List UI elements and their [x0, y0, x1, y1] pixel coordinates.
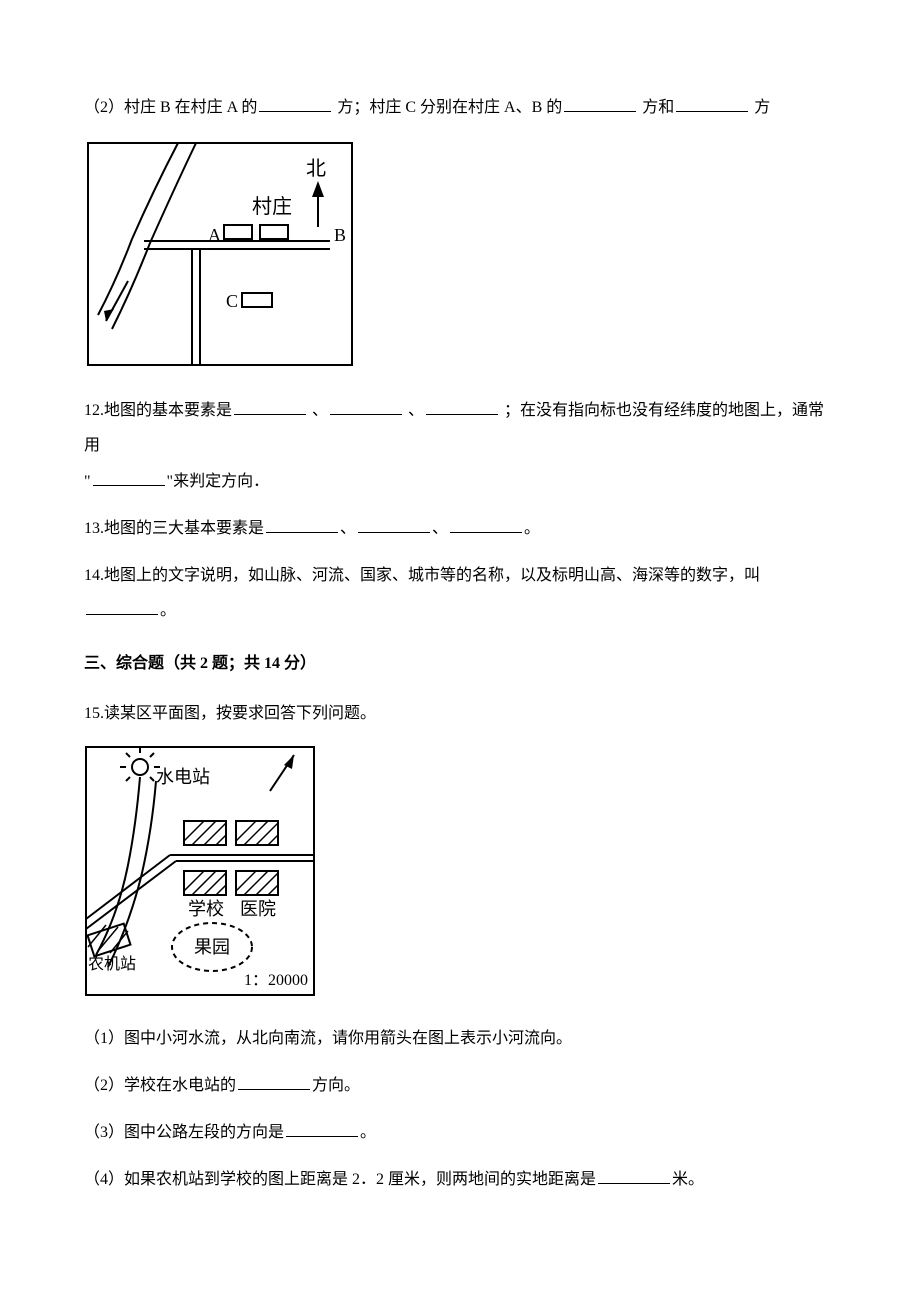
q14-line1: 14.地图上的文字说明，如山脉、河流、国家、城市等的名称，以及标明山高、海深等的… [84, 567, 760, 584]
q15-stem: 15.读某区平面图，按要求回答下列问题。 [84, 696, 836, 731]
q13-blank-1 [266, 514, 338, 533]
q12-blank-2 [330, 397, 402, 416]
q11-part2: （2）村庄 B 在村庄 A 的 方；村庄 C 分别在村庄 A、B 的 方和 方 [84, 90, 836, 125]
q14-blank [86, 597, 158, 616]
q15p2-blank [238, 1071, 310, 1090]
hydro-label: 水电站 [156, 767, 210, 787]
q12-quote-open: " [84, 473, 91, 490]
q11p2-end: 方 [750, 99, 770, 116]
orchard-label: 果园 [194, 937, 230, 957]
village-label: 村庄 [252, 195, 292, 218]
building-1 [184, 821, 226, 845]
label-B: B [334, 225, 346, 245]
q12-sep-2: 、 [404, 402, 424, 419]
q12-prefix: 12.地图的基本要素是 [84, 402, 232, 419]
north-label: 北 [306, 157, 326, 180]
q15p3-after: 。 [360, 1124, 376, 1141]
q12-blank-1 [234, 397, 306, 416]
hospital-label: 医院 [240, 899, 276, 919]
building-hospital [236, 871, 278, 895]
label-A: A [208, 225, 221, 245]
school-label: 学校 [188, 899, 224, 919]
label-C: C [226, 291, 238, 311]
q15p4-blank [598, 1166, 670, 1185]
q13-prefix: 13.地图的三大基本要素是 [84, 520, 264, 537]
q13-sep-2: 、 [432, 520, 448, 537]
q15p3-blank [286, 1118, 358, 1137]
q15p2-before: （2）学校在水电站的 [84, 1077, 236, 1094]
q15p4-before: （4）如果农机站到学校的图上距离是 2．2 厘米，则两地间的实地距离是 [84, 1171, 596, 1188]
plan-diagram: 水电站 [84, 745, 836, 997]
scale-label: 1：20000 [244, 972, 308, 989]
q15p2-after: 方向。 [312, 1077, 360, 1094]
q12-blank-4 [93, 467, 165, 486]
q13-blank-2 [358, 514, 430, 533]
q15-p4: （4）如果农机站到学校的图上距离是 2．2 厘米，则两地间的实地距离是 米。 [84, 1162, 836, 1197]
q14: 14.地图上的文字说明，如山脉、河流、国家、城市等的名称，以及标明山高、海深等的… [84, 558, 836, 628]
q11p2-mid2: 方和 [638, 99, 674, 116]
q15p4-after: 米。 [672, 1171, 704, 1188]
q12-sep-1: 、 [308, 402, 328, 419]
blank-3 [676, 93, 748, 112]
q15-p1: （1）图中小河水流，从北向南流，请你用箭头在图上表示小河流向。 [84, 1021, 836, 1056]
farm-label: 农机站 [88, 955, 136, 973]
section-3-heading: 三、综合题（共 2 题；共 14 分） [84, 646, 836, 681]
blank-2 [564, 93, 636, 112]
building-2 [236, 821, 278, 845]
q11p2-mid1: 方；村庄 C 分别在村庄 A、B 的 [333, 99, 562, 116]
village-diagram: 北 村庄 A B C [84, 139, 836, 369]
q13: 13.地图的三大基本要素是 、 、 。 [84, 511, 836, 546]
q13-end: 。 [524, 520, 540, 537]
q14-end: 。 [160, 602, 176, 619]
q13-blank-3 [450, 514, 522, 533]
q15p3-before: （3）图中公路左段的方向是 [84, 1124, 284, 1141]
q12: 12.地图的基本要素是 、 、 ；在没有指向标也没有经纬度的地图上，通常用 ""… [84, 393, 836, 499]
building-school [184, 871, 226, 895]
q15-p3: （3）图中公路左段的方向是 。 [84, 1115, 836, 1150]
q15-p2: （2）学校在水电站的 方向。 [84, 1068, 836, 1103]
q12-quote-close: "来判定方向． [167, 473, 270, 490]
q11p2-text-before: （2）村庄 B 在村庄 A 的 [84, 99, 257, 116]
blank-1 [259, 93, 331, 112]
q12-blank-3 [426, 397, 498, 416]
q13-sep-1: 、 [340, 520, 356, 537]
